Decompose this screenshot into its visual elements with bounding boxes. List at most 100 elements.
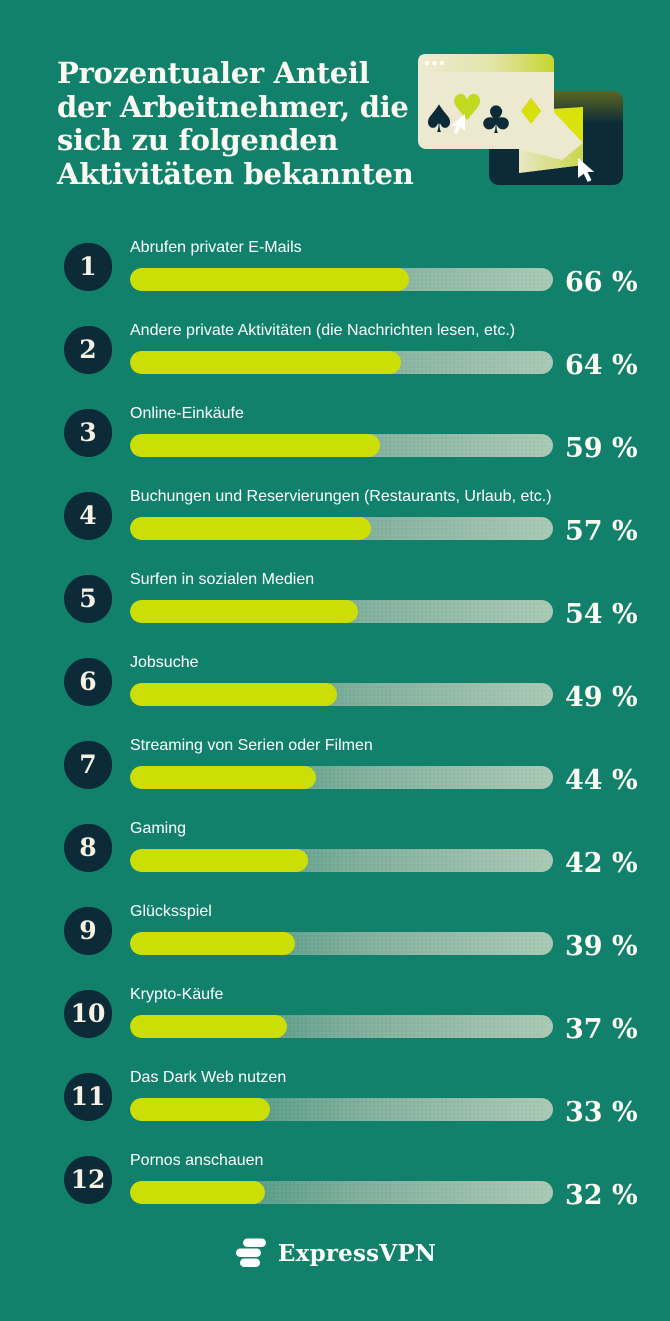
- chart-row: 9 Glücksspiel 39 %: [0, 903, 670, 962]
- bar-fill: [130, 600, 359, 623]
- bar-value: 44 %: [565, 765, 638, 796]
- bar-track: [130, 1098, 553, 1121]
- rank-number: 3: [79, 418, 97, 447]
- rank-badge: 12: [64, 1155, 112, 1204]
- page-title: Prozentualer Anteil der Arbeitnehmer, di…: [57, 56, 414, 191]
- bar-line: 54 %: [130, 596, 638, 630]
- bar-label: Das Dark Web nutzen: [130, 1069, 287, 1086]
- bar-line: 39 %: [130, 928, 638, 962]
- bar-track: [130, 849, 553, 872]
- row-content: Andere private Aktivitäten (die Nachrich…: [130, 321, 638, 381]
- window-dot: [432, 60, 437, 66]
- bar-value: 66 %: [565, 267, 638, 298]
- header: Prozentualer Anteil der Arbeitnehmer, di…: [0, 0, 670, 191]
- bar-track: [130, 351, 553, 374]
- row-content: Online-Einkäufe 59 %: [130, 404, 638, 464]
- illustration-svg: ♠ ♥ ♣ ♦: [418, 54, 623, 185]
- bar-track: [130, 1015, 553, 1038]
- bar-label: Krypto-Käufe: [130, 986, 224, 1003]
- chart-row: 1 Abrufen privater E-Mails 66 %: [0, 239, 670, 298]
- bar-value: 49 %: [565, 682, 638, 713]
- rank-number: 11: [70, 1082, 106, 1111]
- rank-badge: 8: [64, 823, 112, 872]
- bar-line: 37 %: [130, 1011, 638, 1045]
- bar-fill: [130, 1098, 270, 1121]
- chart-row: 10 Krypto-Käufe 37 %: [0, 986, 670, 1045]
- window-dot: [424, 60, 430, 66]
- bar-label: Buchungen und Reservierungen (Restaurant…: [130, 488, 552, 505]
- bar-track: [130, 1181, 553, 1204]
- rank-number: 6: [79, 667, 97, 696]
- row-content: Abrufen privater E-Mails 66 %: [130, 238, 638, 298]
- bar-label: Glücksspiel: [130, 903, 212, 920]
- row-content: Pornos anschauen 32 %: [130, 1151, 638, 1211]
- bar-track: [130, 932, 553, 955]
- rank-number: 8: [79, 833, 97, 862]
- bar-fill: [130, 932, 295, 955]
- chart-row: 5 Surfen in sozialen Medien 54 %: [0, 571, 670, 630]
- bar-track: [130, 268, 553, 291]
- chart-row: 2 Andere private Aktivitäten (die Nachri…: [0, 322, 670, 381]
- bar-label: Surfen in sozialen Medien: [130, 571, 315, 588]
- chart-row: 4 Buchungen und Reservierungen (Restaura…: [0, 488, 670, 547]
- window-dot: [439, 60, 445, 66]
- browser-window-icon: ♠ ♥ ♣ ♦: [418, 54, 554, 149]
- bar-value: 57 %: [565, 516, 638, 547]
- bar-label: Streaming von Serien oder Filmen: [130, 737, 373, 754]
- expressvpn-logo-icon: [235, 1238, 266, 1267]
- bar-value: 54 %: [565, 599, 638, 630]
- bar-fill: [130, 683, 338, 706]
- rank-badge: 3: [64, 408, 112, 457]
- rank-badge: 4: [64, 491, 112, 540]
- header-illustration: ♠ ♥ ♣ ♦: [415, 48, 655, 198]
- bar-line: 59 %: [130, 430, 638, 464]
- diamond-icon: ♦: [515, 92, 547, 133]
- bar-fill: [130, 849, 308, 872]
- bar-track: [130, 683, 553, 706]
- chart-row: 6 Jobsuche 49 %: [0, 654, 670, 713]
- bar-fill: [130, 351, 401, 374]
- bar-fill: [130, 1015, 287, 1038]
- bar-value: 59 %: [565, 433, 638, 464]
- rank-number: 12: [70, 1165, 106, 1194]
- bar-track: [130, 434, 553, 457]
- bar-value: 64 %: [565, 350, 638, 381]
- bar-fill: [130, 268, 410, 291]
- bar-line: 57 %: [130, 513, 638, 547]
- row-content: Glücksspiel 39 %: [130, 902, 638, 962]
- rank-number: 5: [79, 584, 97, 613]
- bar-line: 32 %: [130, 1177, 638, 1211]
- rank-badge: 7: [64, 740, 112, 789]
- rank-badge: 2: [64, 325, 112, 374]
- chart-row: 8 Gaming 42 %: [0, 820, 670, 879]
- bar-track: [130, 600, 553, 623]
- rank-badge: 1: [64, 242, 112, 291]
- chart-row: 12 Pornos anschauen 32 %: [0, 1152, 670, 1211]
- rank-number: 2: [79, 335, 97, 364]
- chart-row: 11 Das Dark Web nutzen 33 %: [0, 1069, 670, 1128]
- bar-line: 42 %: [130, 845, 638, 879]
- rank-badge: 9: [64, 906, 112, 955]
- row-content: Krypto-Käufe 37 %: [130, 985, 638, 1045]
- row-content: Das Dark Web nutzen 33 %: [130, 1068, 638, 1128]
- row-content: Streaming von Serien oder Filmen 44 %: [130, 736, 638, 796]
- bar-label: Online-Einkäufe: [130, 405, 244, 422]
- bar-value: 37 %: [565, 1014, 638, 1045]
- spade-icon: ♠: [422, 97, 456, 141]
- rank-number: 1: [79, 252, 97, 281]
- rank-badge: 10: [64, 989, 112, 1038]
- bar-label: Andere private Aktivitäten (die Nachrich…: [130, 322, 516, 339]
- bar-value: 33 %: [565, 1097, 638, 1128]
- bar-label: Abrufen privater E-Mails: [130, 239, 302, 256]
- row-content: Jobsuche 49 %: [130, 653, 638, 713]
- bar-chart: 1 Abrufen privater E-Mails 66 % 2 Andere…: [0, 239, 670, 1211]
- bar-value: 32 %: [565, 1180, 638, 1211]
- bar-track: [130, 517, 553, 540]
- bar-fill: [130, 766, 317, 789]
- bar-label: Pornos anschauen: [130, 1152, 264, 1169]
- rank-badge: 6: [64, 657, 112, 706]
- bar-label: Jobsuche: [130, 654, 199, 671]
- bar-track: [130, 766, 553, 789]
- bar-line: 49 %: [130, 679, 638, 713]
